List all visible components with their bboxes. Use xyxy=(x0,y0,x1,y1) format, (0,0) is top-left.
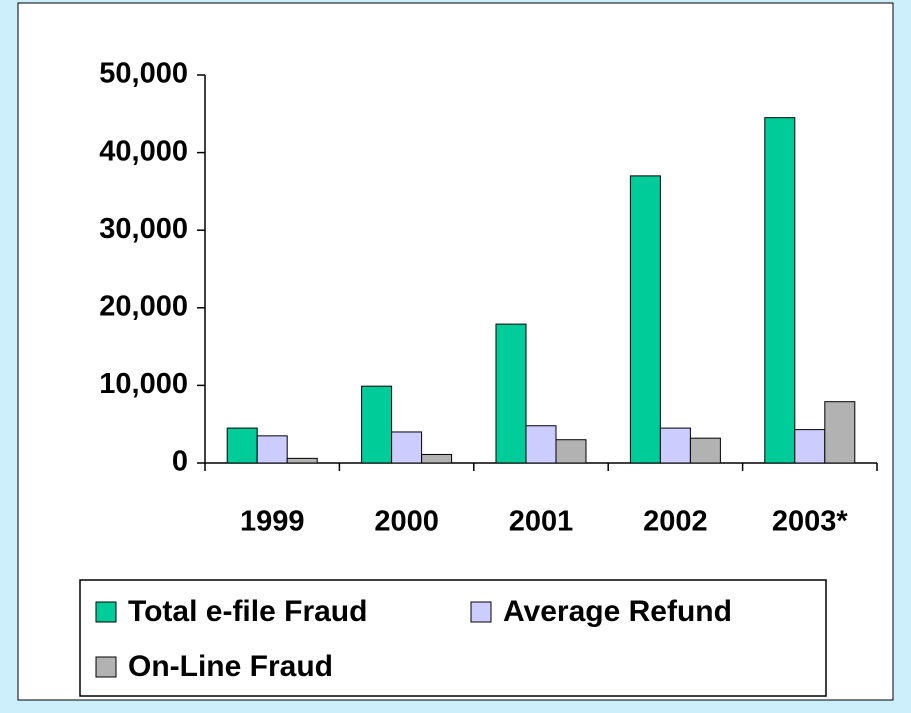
legend-swatch xyxy=(470,601,492,623)
y-tick-label: 40,000 xyxy=(99,135,188,167)
y-tick-label: 10,000 xyxy=(99,368,188,400)
bar xyxy=(629,175,661,464)
y-tick-label: 30,000 xyxy=(99,213,188,245)
x-tick-label: 2003* xyxy=(772,506,849,538)
y-tick-label: 0 xyxy=(172,446,188,478)
bar xyxy=(689,437,721,464)
legend-label: Total e-file Fraud xyxy=(128,595,367,628)
y-tick-label: 20,000 xyxy=(99,290,188,322)
legend-swatch xyxy=(95,656,117,678)
legend-label: On-Line Fraud xyxy=(128,650,333,683)
x-tick-label: 2000 xyxy=(374,506,439,538)
bar xyxy=(391,431,423,464)
y-tick-label: 50,000 xyxy=(99,58,188,90)
bar xyxy=(794,429,826,464)
bar xyxy=(555,439,587,464)
bar xyxy=(256,435,288,464)
bar xyxy=(525,425,557,464)
x-tick-label: 2002 xyxy=(643,506,708,538)
bar xyxy=(286,457,318,464)
legend-label: Average Refund xyxy=(503,595,732,628)
bar xyxy=(659,427,691,464)
x-tick-label: 1999 xyxy=(240,506,305,538)
legend-swatch xyxy=(95,601,117,623)
x-tick-label: 2001 xyxy=(509,506,574,538)
bar xyxy=(421,453,453,464)
bar xyxy=(361,385,393,464)
bar xyxy=(226,427,258,464)
legend-box xyxy=(79,579,827,697)
bar xyxy=(824,401,856,464)
bar xyxy=(495,323,527,464)
bar xyxy=(764,117,796,464)
